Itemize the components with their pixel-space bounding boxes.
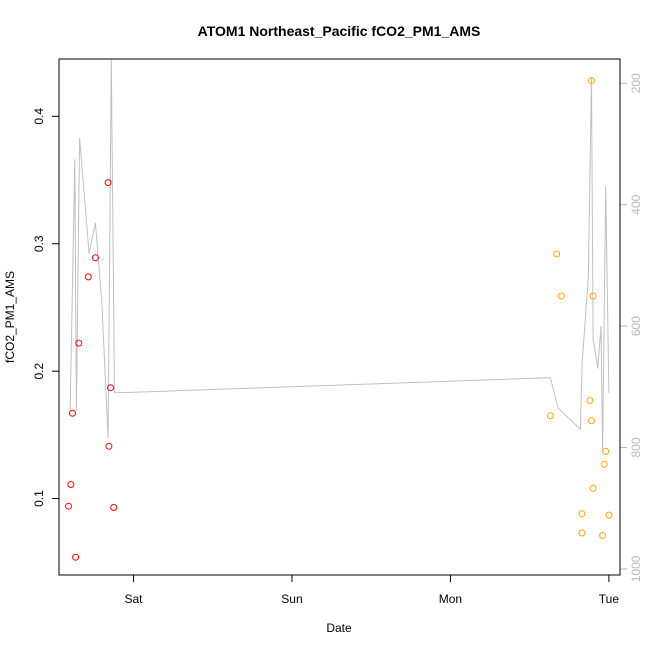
data-point-s1-2 xyxy=(67,481,75,488)
y-tick-label-3: 0.3 xyxy=(32,235,46,252)
data-point-s2-10 xyxy=(589,292,597,300)
points-layer xyxy=(65,77,613,561)
y-tick-label-4: 0.4 xyxy=(32,108,46,125)
data-point-s2-12 xyxy=(600,460,608,468)
y2-tick-label-3: 600 xyxy=(629,316,643,336)
x-axis-label: Date xyxy=(326,621,352,635)
data-point-s2-3 xyxy=(557,292,565,300)
data-point-s2-6 xyxy=(586,397,594,404)
data-point-s1-7 xyxy=(91,254,99,262)
data-point-s1-8 xyxy=(104,179,112,187)
data-point-s2-5 xyxy=(578,529,586,537)
data-point-s2-14 xyxy=(605,511,613,519)
data-point-s2-4 xyxy=(578,510,586,518)
y2-tick-label-1: 200 xyxy=(629,73,643,93)
x-tick-label-4: Tue xyxy=(599,592,620,606)
data-point-s2-13 xyxy=(602,447,610,455)
data-point-s1-5 xyxy=(75,339,83,347)
axes-layer: Sat Sun Mon Tue 0.1 0.2 0.3 0.4 200 400 600 800 1000 xyxy=(32,73,643,606)
series-line xyxy=(69,58,610,451)
data-point-s1-3 xyxy=(69,409,76,417)
y-axis-label: fCO2_PM1_AMS xyxy=(3,271,17,363)
data-point-s2-2 xyxy=(553,250,561,258)
data-point-s1-4 xyxy=(72,553,80,561)
data-point-s2-8 xyxy=(588,417,595,425)
plot-frame xyxy=(58,58,621,576)
data-point-s2-9 xyxy=(589,484,597,492)
chart-title: ATOM1 Northeast_Pacific fCO2_PM1_AMS xyxy=(198,23,481,39)
y2-tick-label-4: 800 xyxy=(629,437,643,457)
data-point-s1-10 xyxy=(107,384,114,392)
connecting-line-layer xyxy=(69,58,610,451)
x-tick-label-1: Sat xyxy=(124,592,143,606)
y2-tick-label-5: 1000 xyxy=(629,555,643,582)
data-point-s1-1 xyxy=(65,502,72,510)
data-point-s2-7 xyxy=(588,77,595,85)
x-tick-label-2: Sun xyxy=(281,592,302,606)
data-point-s1-6 xyxy=(84,273,92,281)
y-tick-label-2: 0.2 xyxy=(32,362,46,379)
data-point-s2-1 xyxy=(546,412,554,420)
data-point-s1-11 xyxy=(110,504,118,511)
y2-tick-label-2: 400 xyxy=(629,194,643,214)
y-tick-label-1: 0.1 xyxy=(32,490,46,507)
data-point-s2-11 xyxy=(599,532,607,539)
x-tick-label-3: Mon xyxy=(439,592,462,606)
data-point-s1-9 xyxy=(105,442,113,450)
